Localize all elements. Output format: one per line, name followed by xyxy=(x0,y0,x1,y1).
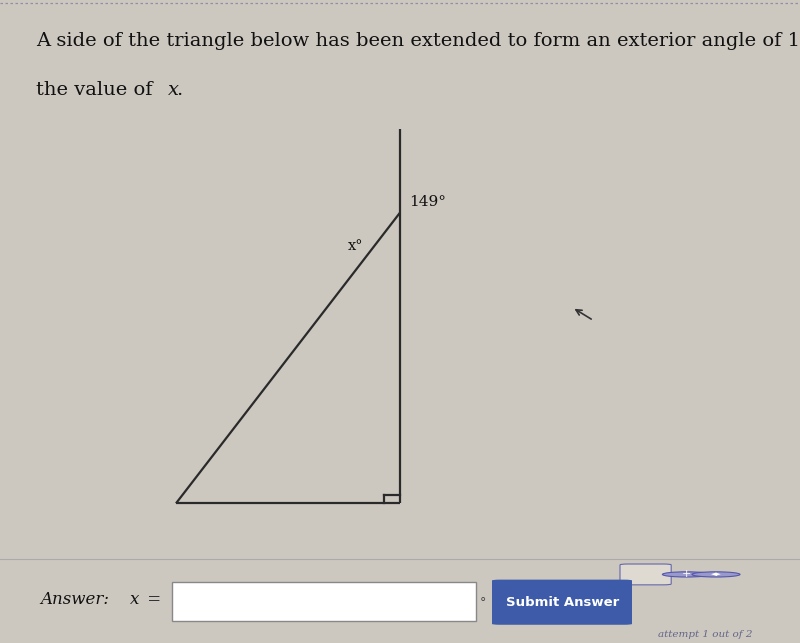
FancyBboxPatch shape xyxy=(492,579,632,625)
Text: Submit Answer: Submit Answer xyxy=(506,595,619,609)
Text: x: x xyxy=(168,81,179,99)
Text: x°: x° xyxy=(348,239,363,253)
Circle shape xyxy=(662,572,710,577)
Text: =: = xyxy=(142,591,162,608)
Text: the value of: the value of xyxy=(36,81,158,99)
Text: °: ° xyxy=(480,595,486,609)
Text: .: . xyxy=(176,81,182,99)
Text: +: + xyxy=(682,570,691,579)
Circle shape xyxy=(692,572,740,577)
Text: attempt 1 out of 2: attempt 1 out of 2 xyxy=(658,630,752,638)
Text: A side of the triangle below has been extended to form an exterior angle of 149°: A side of the triangle below has been ex… xyxy=(36,32,800,50)
Text: Answer:: Answer: xyxy=(40,591,119,608)
Text: ◄►: ◄► xyxy=(710,572,722,577)
Text: 149°: 149° xyxy=(410,195,446,208)
Bar xyxy=(172,583,476,621)
FancyBboxPatch shape xyxy=(620,564,671,585)
Text: x: x xyxy=(130,591,140,608)
